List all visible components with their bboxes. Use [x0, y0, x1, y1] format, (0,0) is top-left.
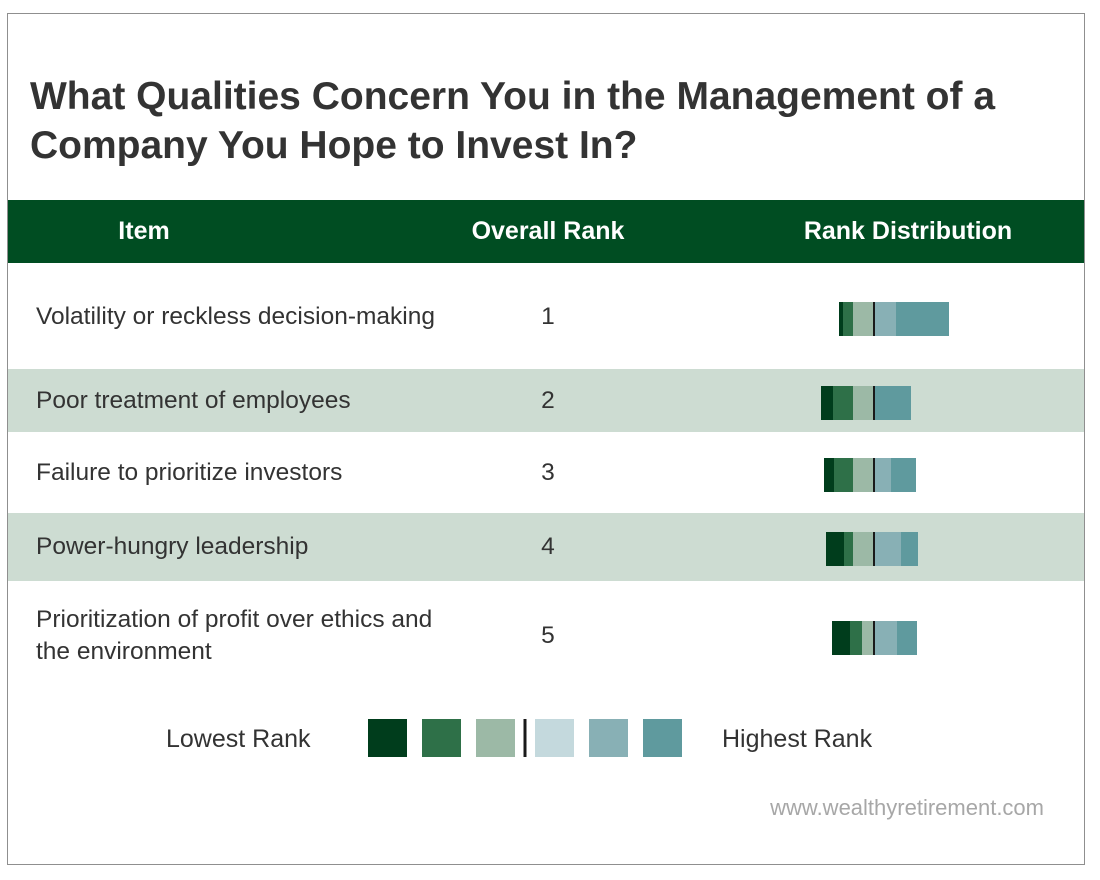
table-row: Volatility or reckless decision-making 1 [8, 264, 1084, 369]
header-overall-rank: Overall Rank [471, 217, 625, 245]
item-label: Power-hungry leadership [36, 533, 309, 560]
header-rank-distribution: Rank Distribution [803, 217, 1013, 245]
source-url: www.wealthyretirement.com [770, 795, 1044, 820]
overall-rank-value: 1 [541, 302, 555, 330]
overall-rank-value: 2 [541, 386, 555, 414]
chart-title: What Qualities Concern You in the Manage… [30, 75, 996, 167]
legend-swatch [589, 719, 628, 757]
legend-swatch [368, 719, 407, 757]
table-row: Failure to prioritize investors 3 [8, 432, 1084, 513]
overall-rank-value: 3 [541, 458, 555, 486]
legend-swatch [476, 719, 515, 757]
table-row: Poor treatment of employees 2 [8, 369, 1084, 432]
legend-swatch [422, 719, 461, 757]
legend-swatch [643, 719, 682, 757]
item-label: Volatility or reckless decision-making [36, 302, 435, 330]
item-label: Failure to prioritize investors [36, 458, 343, 486]
table-row: Power-hungry leadership 4 [8, 513, 1084, 581]
legend-low-label: Lowest Rank [166, 725, 311, 753]
overall-rank-value: 4 [541, 533, 555, 560]
table-header: Item Overall Rank Rank Distribution [8, 200, 1084, 263]
legend-high-label: Highest Rank [722, 725, 873, 753]
legend-swatch [535, 719, 574, 757]
table-row: Prioritization of profit over ethics and… [8, 581, 1084, 691]
chart-frame: What Qualities Concern You in the Manage… [7, 13, 1085, 865]
overall-rank-value: 5 [541, 622, 555, 649]
item-label: Poor treatment of employees [36, 386, 351, 414]
header-item: Item [118, 217, 170, 245]
item-label: Prioritization of profit over ethics and… [36, 606, 433, 665]
